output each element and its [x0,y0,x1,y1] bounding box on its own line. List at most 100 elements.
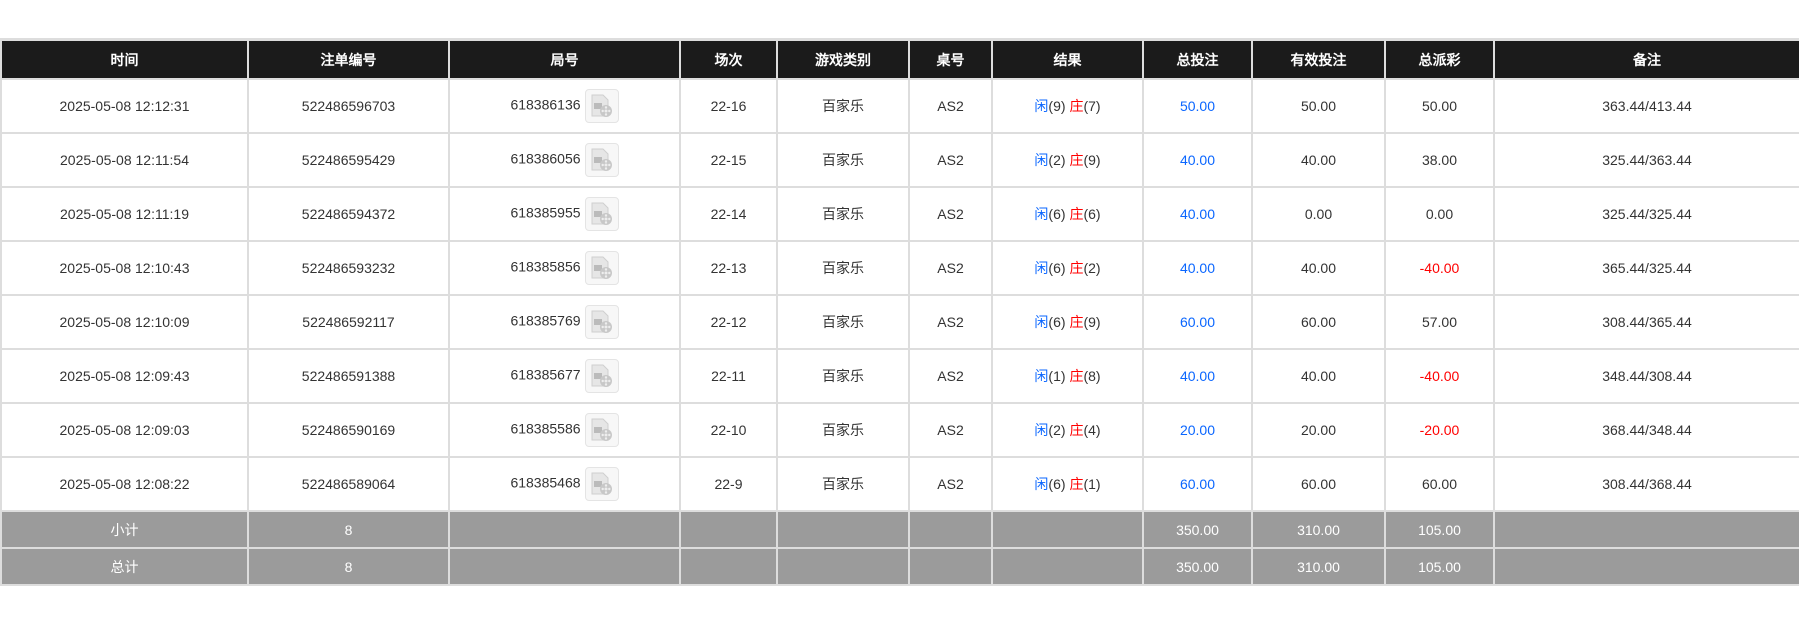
summary-label: 小计 [0,510,249,549]
table-number: AS2 [908,186,993,242]
banker-label: 庄 [1069,260,1084,276]
table-row: 2025-05-08 12:09:43 522486591388 6183856… [0,348,1799,404]
game-type: 百家乐 [776,78,910,134]
player-label: 闲 [1034,476,1049,492]
column-header: 总投注 [1142,38,1253,80]
round-cell: 618386056 [448,132,681,188]
bet-id: 522486594372 [247,186,450,242]
game-type: 百家乐 [776,348,910,404]
banker-label: 庄 [1069,314,1084,330]
table-row: 2025-05-08 12:10:09 522486592117 6183857… [0,294,1799,350]
total-bet: 60.00 [1142,456,1253,512]
game-type: 百家乐 [776,240,910,296]
round-id: 618385955 [510,204,581,221]
result: 闲(6) 庄(2) [991,240,1144,296]
round-id: 618386136 [510,96,581,113]
player-points: (9) [1048,98,1066,114]
session: 22-16 [679,78,778,134]
game-type: 百家乐 [776,294,910,350]
column-header: 备注 [1493,38,1799,80]
payout: 38.00 [1384,132,1495,188]
result: 闲(6) 庄(6) [991,186,1144,242]
payout: 0.00 [1384,186,1495,242]
banker-points: (9) [1083,314,1101,330]
bet-id: 522486592117 [247,294,450,350]
table-row: 2025-05-08 12:12:31 522486596703 6183861… [0,78,1799,134]
column-header: 局号 [448,38,681,80]
table-row: 2025-05-08 12:11:19 522486594372 6183859… [0,186,1799,242]
video-replay-icon[interactable] [584,89,619,123]
session: 22-13 [679,240,778,296]
valid-bet: 60.00 [1251,294,1386,350]
bet-time: 2025-05-08 12:08:22 [0,456,249,512]
summary-row: 小计 8 350.00 310.00 105.00 [0,510,1799,549]
round-cell: 618385955 [448,186,681,242]
table-number: AS2 [908,240,993,296]
banker-points: (1) [1083,476,1101,492]
player-label: 闲 [1034,368,1049,384]
note: 368.44/348.44 [1493,402,1799,458]
player-points: (1) [1048,368,1066,384]
valid-bet: 60.00 [1251,456,1386,512]
summary-valid-bet: 310.00 [1251,547,1386,586]
video-replay-icon[interactable] [584,197,619,231]
total-bet: 40.00 [1142,240,1253,296]
player-points: (6) [1048,314,1066,330]
column-header: 注单编号 [247,38,450,80]
valid-bet: 0.00 [1251,186,1386,242]
banker-points: (7) [1083,98,1101,114]
bet-id: 522486590169 [247,402,450,458]
summary-count: 8 [247,510,450,549]
round-cell: 618385677 [448,348,681,404]
session: 22-12 [679,294,778,350]
banker-points: (2) [1083,260,1101,276]
table-header: 时间 注单编号 局号 场次 游戏类别 桌号 结果 总投注 有效投注 总派彩 备注 [0,38,1799,80]
table-number: AS2 [908,348,993,404]
total-bet: 40.00 [1142,132,1253,188]
table-number: AS2 [908,402,993,458]
video-replay-icon[interactable] [584,467,619,501]
round-cell: 618385769 [448,294,681,350]
column-header: 结果 [991,38,1144,80]
player-label: 闲 [1034,260,1049,276]
round-id: 618385856 [510,258,581,275]
session: 22-9 [679,456,778,512]
valid-bet: 40.00 [1251,240,1386,296]
bet-records-table: 时间 注单编号 局号 场次 游戏类别 桌号 结果 总投注 有效投注 总派彩 备注 2025-05-0… [0,38,1799,586]
round-id: 618385586 [510,420,581,437]
valid-bet: 40.00 [1251,132,1386,188]
player-points: (6) [1048,206,1066,222]
video-replay-icon[interactable] [584,143,619,177]
column-header: 时间 [0,38,249,80]
bet-time: 2025-05-08 12:12:31 [0,78,249,134]
note: 348.44/308.44 [1493,348,1799,404]
game-type: 百家乐 [776,132,910,188]
video-replay-icon[interactable] [584,305,619,339]
bet-time: 2025-05-08 12:10:09 [0,294,249,350]
video-replay-icon[interactable] [584,359,619,393]
note: 308.44/368.44 [1493,456,1799,512]
total-bet: 60.00 [1142,294,1253,350]
session: 22-15 [679,132,778,188]
table-number: AS2 [908,132,993,188]
player-label: 闲 [1034,152,1049,168]
player-points: (2) [1048,152,1066,168]
table-row: 2025-05-08 12:10:43 522486593232 6183858… [0,240,1799,296]
banker-label: 庄 [1069,206,1084,222]
banker-points: (6) [1083,206,1101,222]
summary-count: 8 [247,547,450,586]
video-replay-icon[interactable] [584,413,619,447]
bet-time: 2025-05-08 12:09:03 [0,402,249,458]
player-label: 闲 [1034,314,1049,330]
round-id: 618385468 [510,474,581,491]
bet-time: 2025-05-08 12:10:43 [0,240,249,296]
video-replay-icon[interactable] [584,251,619,285]
bet-id: 522486596703 [247,78,450,134]
note: 365.44/325.44 [1493,240,1799,296]
round-cell: 618385468 [448,456,681,512]
result: 闲(1) 庄(8) [991,348,1144,404]
player-points: (2) [1048,422,1066,438]
column-header: 桌号 [908,38,993,80]
player-label: 闲 [1034,98,1049,114]
result: 闲(2) 庄(9) [991,132,1144,188]
